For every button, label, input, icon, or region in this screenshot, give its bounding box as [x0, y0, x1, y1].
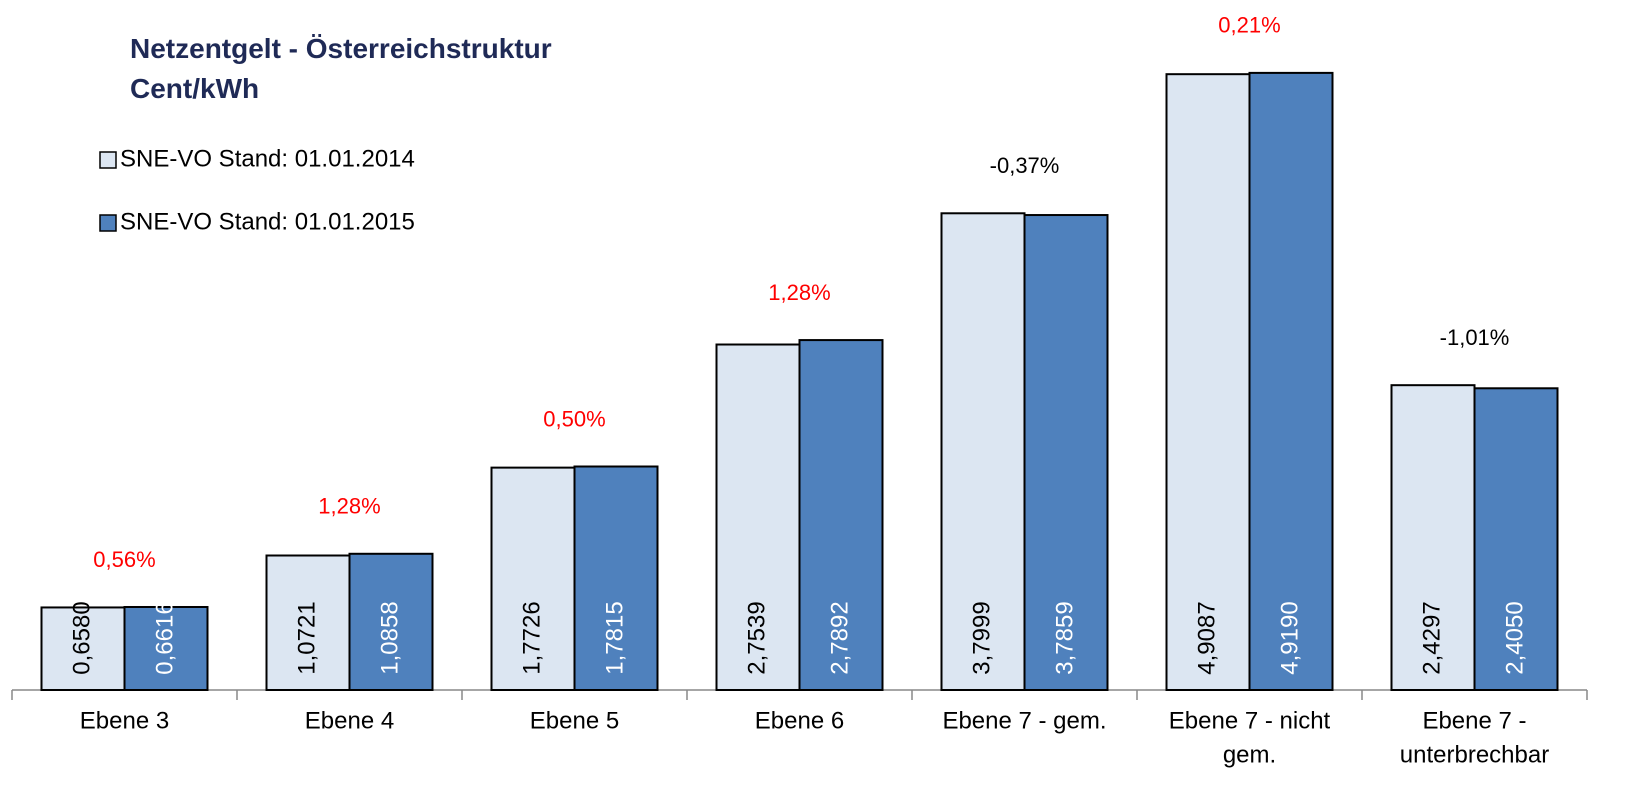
chart-title: Cent/kWh	[130, 73, 259, 104]
chart-title: Netzentgelt - Österreichstruktur	[130, 33, 552, 64]
change-label: 1,28%	[768, 280, 830, 305]
value-label: 3,7999	[968, 601, 995, 674]
value-label: 2,7892	[826, 601, 853, 674]
legend-swatch	[99, 214, 117, 232]
value-label: 3,7859	[1051, 601, 1078, 674]
bar	[1390, 384, 1476, 691]
value-label: 1,7815	[601, 601, 628, 674]
bar	[1473, 387, 1559, 691]
x-tick-label: gem.	[1223, 741, 1276, 768]
value-label: 1,0858	[376, 601, 403, 674]
change-label: 0,50%	[543, 406, 605, 431]
bar	[1165, 73, 1251, 691]
change-label: 1,28%	[318, 494, 380, 519]
bar	[798, 339, 884, 691]
bar	[348, 552, 434, 691]
x-tick-label: Ebene 4	[305, 707, 394, 734]
value-label: 0,6580	[68, 601, 95, 674]
x-tick-label: Ebene 6	[755, 707, 844, 734]
change-label: -0,37%	[990, 153, 1060, 178]
value-label: 2,4297	[1418, 601, 1445, 674]
legend-label: SNE-VO Stand: 01.01.2015	[120, 208, 415, 235]
change-label: 0,56%	[93, 547, 155, 572]
x-tick-label: Ebene 7 - nicht	[1169, 707, 1331, 734]
bar	[1023, 214, 1109, 692]
x-tick-label: Ebene 7 - gem.	[942, 707, 1106, 734]
bar	[265, 554, 351, 691]
bar	[490, 466, 576, 691]
legend-swatch	[99, 151, 117, 169]
bar	[940, 212, 1026, 691]
bar	[1248, 71, 1334, 691]
value-label: 4,9190	[1276, 601, 1303, 674]
x-tick-label: unterbrechbar	[1400, 741, 1549, 768]
x-tick-label: Ebene 3	[80, 707, 169, 734]
legend-label: SNE-VO Stand: 01.01.2014	[120, 145, 415, 172]
bar	[573, 465, 659, 691]
value-label: 1,7726	[518, 601, 545, 674]
value-label: 1,0721	[293, 601, 320, 674]
change-label: -1,01%	[1440, 325, 1510, 350]
change-label: 0,21%	[1218, 13, 1280, 38]
x-tick-label: Ebene 5	[530, 707, 619, 734]
value-label: 2,4050	[1501, 601, 1528, 674]
x-tick-label: Ebene 7 -	[1422, 707, 1526, 734]
value-label: 0,6616	[151, 601, 178, 674]
value-label: 4,9087	[1193, 601, 1220, 674]
bar	[715, 343, 801, 691]
bar	[123, 605, 209, 691]
value-label: 2,7539	[743, 601, 770, 674]
